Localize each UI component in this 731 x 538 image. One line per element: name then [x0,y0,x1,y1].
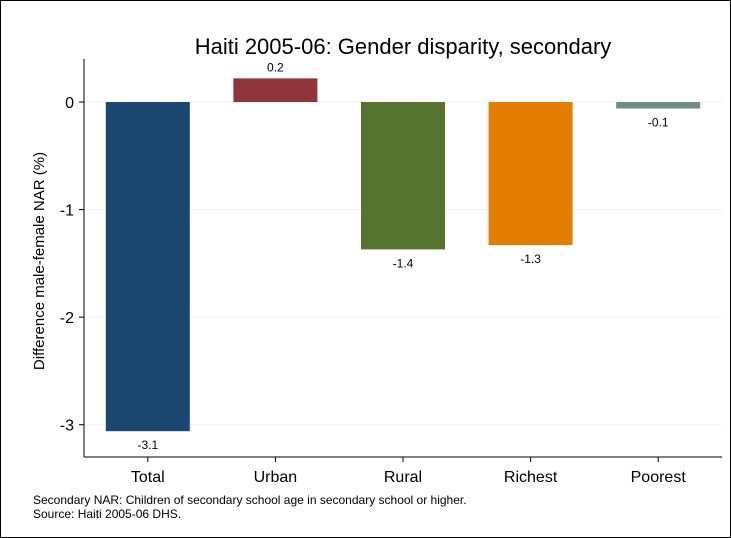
bar-total [105,102,190,432]
bar-poorest [616,102,701,109]
bar-urban [233,78,318,103]
data-label-rural: -1.4 [393,256,414,270]
x-tick-label-rural: Rural [384,469,422,486]
x-tick-label-urban: Urban [254,469,298,486]
footnote-source: Source: Haiti 2005-06 DHS. [33,507,182,521]
y-tick-label: -2 [60,310,74,327]
y-axis-label: Difference male-female NAR (%) [31,152,48,370]
bar-rural [361,102,445,250]
y-axis: 0 -1 -2 -3 [60,59,722,462]
x-tick-label-poorest: Poorest [631,469,687,486]
bars [105,78,701,432]
y-tick-label: -1 [60,203,74,220]
y-tick-label: 0 [65,95,74,112]
bar-chart: Haiti 2005-06: Gender disparity, seconda… [31,34,722,486]
chart-title: Haiti 2005-06: Gender disparity, seconda… [195,34,612,59]
bar-richest [488,102,573,246]
data-label-total: -3.1 [137,438,158,452]
x-tick-label-total: Total [131,469,165,486]
labels: -3.1 Total 0.2 Urban -1.4 Rural -1.3 Richest -0.… [131,60,686,486]
data-label-richest: -1.3 [520,252,541,266]
data-label-poorest: -0.1 [648,115,669,129]
y-tick-label: -3 [60,418,74,435]
footnote-definition: Secondary NAR: Children of secondary sch… [33,493,467,507]
x-tick-label-richest: Richest [504,469,558,486]
data-label-urban: 0.2 [267,60,284,74]
